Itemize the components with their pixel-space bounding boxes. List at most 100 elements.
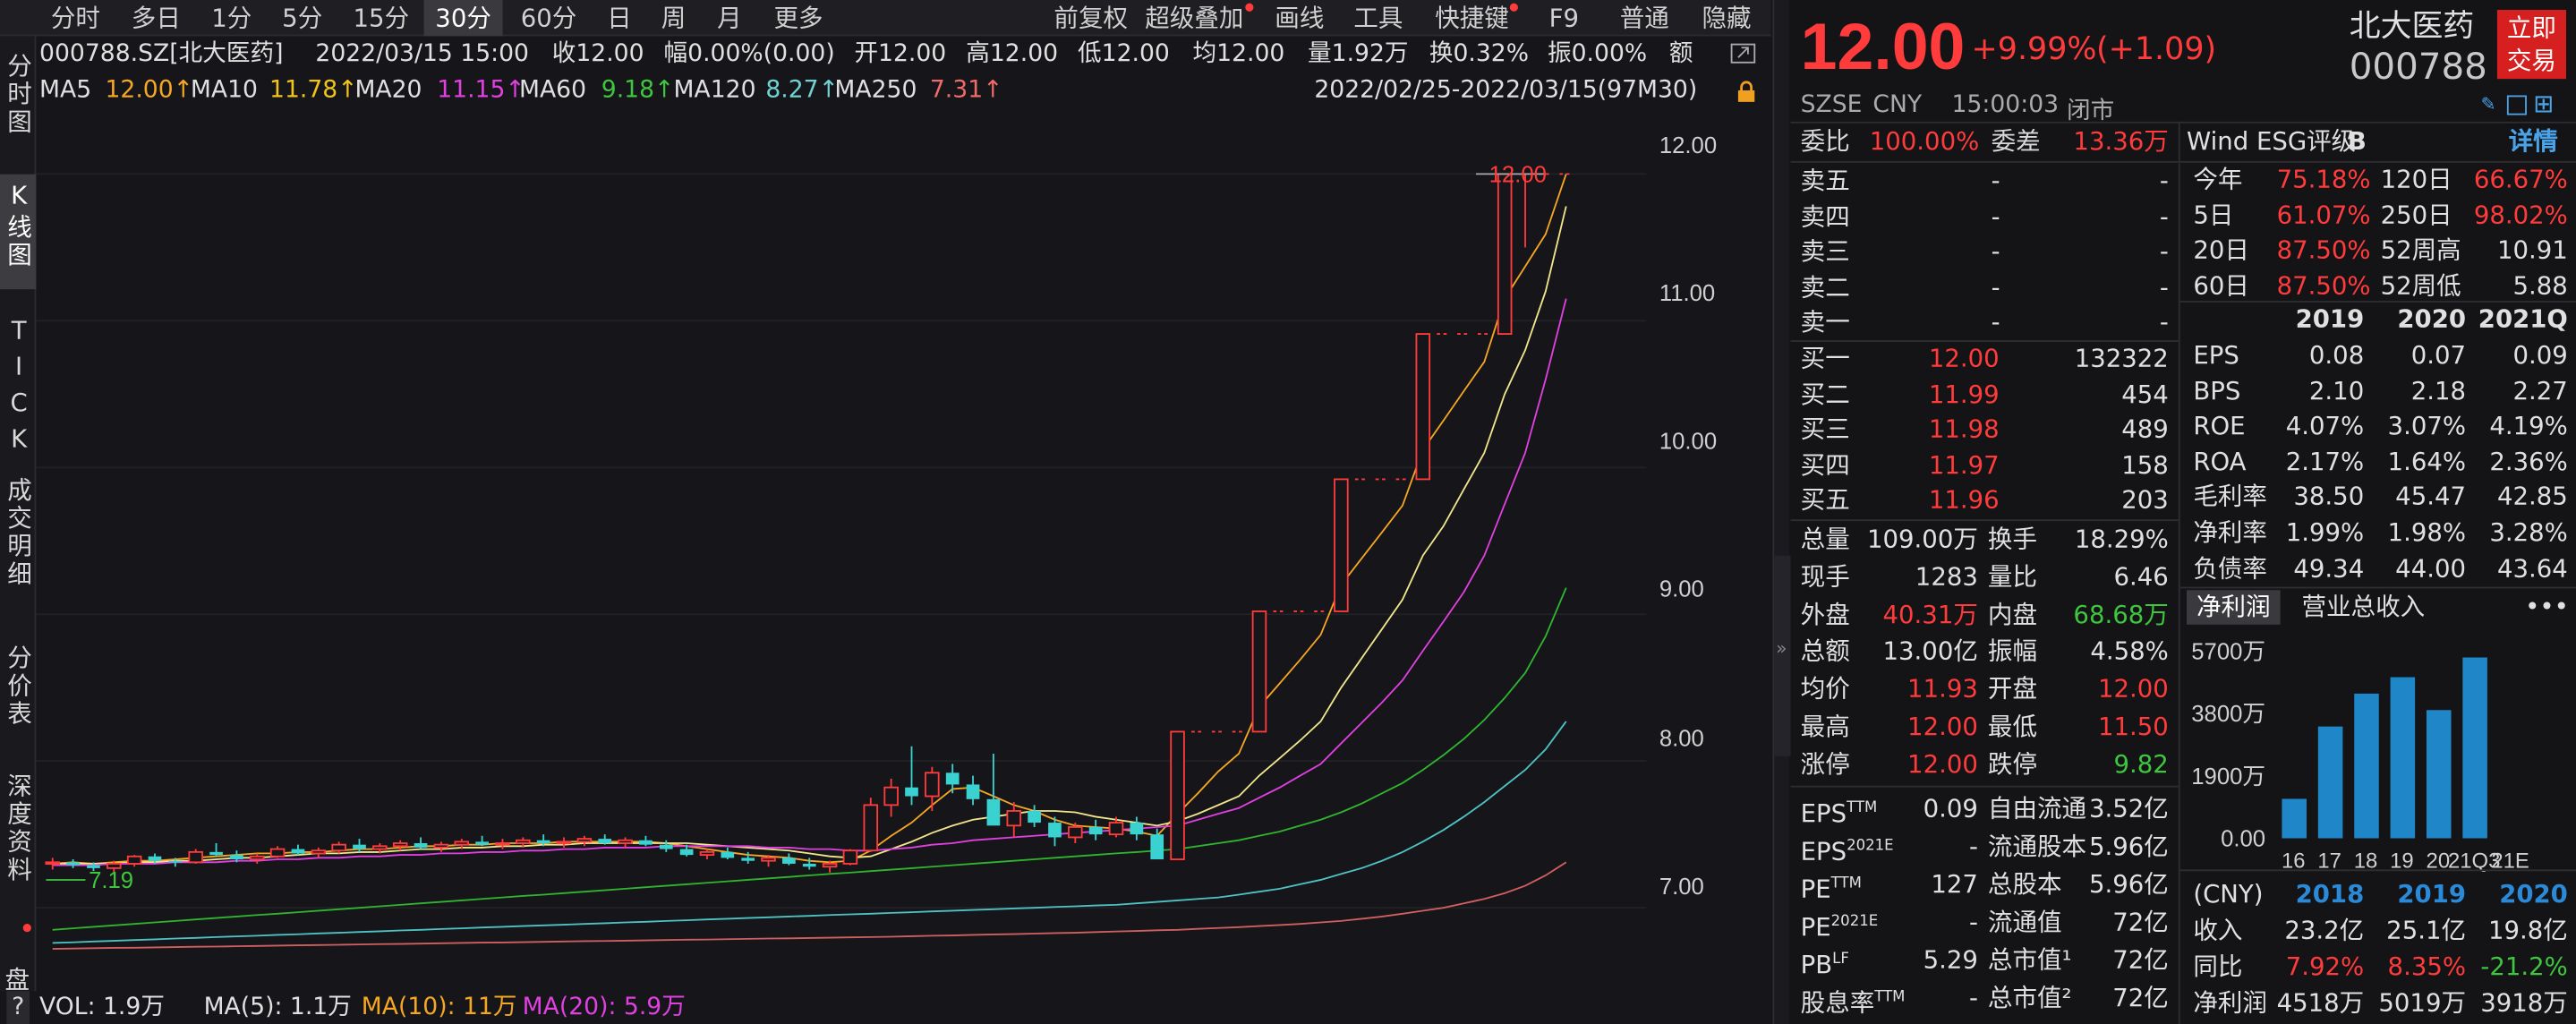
ask-price: -: [1991, 166, 2000, 196]
rev-row-value: 8.35%: [2387, 951, 2467, 982]
collapse-handle[interactable]: [1774, 555, 1791, 756]
shortcut-button[interactable]: 快捷键: [1435, 3, 1509, 33]
adjust-button[interactable]: 前复权: [1053, 3, 1129, 33]
tab-day[interactable]: 日: [607, 3, 632, 33]
expand-icon[interactable]: [1728, 41, 1761, 67]
tab-5min[interactable]: 5分: [282, 3, 323, 33]
bid-level-label: 买五: [1800, 484, 1850, 515]
fund-label: 自由流通: [1987, 793, 2087, 823]
vol-ma10: MA(10): 11万: [361, 994, 517, 1021]
notification-dot: [22, 923, 31, 933]
weibi-value: 100.00%: [1869, 126, 1980, 157]
perf-value: 87.50%: [2276, 270, 2371, 301]
bid-level-label: 买一: [1800, 343, 1850, 373]
bar-avg: 均12.00: [1192, 40, 1285, 68]
fin-row-value: 42.85: [2496, 482, 2568, 512]
ask-price: -: [1991, 307, 2000, 337]
bid-price: 11.99: [1928, 379, 2000, 409]
tab-60min[interactable]: 60分: [520, 3, 577, 33]
fin-row-label: BPS: [2193, 375, 2241, 405]
candle-body: [331, 843, 346, 852]
perf-label: 120日: [2380, 164, 2452, 194]
stat-value: 109.00万: [1867, 524, 1978, 554]
divider: [1790, 785, 2179, 788]
overlay-button[interactable]: 超级叠加: [1145, 3, 1244, 33]
bid-price: 11.96: [1928, 484, 2000, 515]
candle-body: [45, 861, 60, 866]
candle-body: [392, 842, 408, 848]
candle-body: [148, 856, 162, 861]
bid-volume: 203: [2121, 484, 2169, 515]
draw-button[interactable]: 画线: [1275, 3, 1325, 33]
candle-body: [188, 850, 203, 864]
f9-button[interactable]: F9: [1548, 3, 1580, 33]
perf-label: 52周低: [2380, 270, 2461, 301]
fin-row-value: 2.17%: [2285, 447, 2365, 477]
sidebar-item-deep-data[interactable]: 深度资料: [0, 769, 36, 907]
tab-month[interactable]: 月: [717, 3, 742, 33]
hide-button[interactable]: 隐藏: [1702, 3, 1752, 33]
tab-intraday[interactable]: 分时: [50, 3, 100, 33]
more-icon[interactable]: •••: [2525, 592, 2569, 622]
bar-volume: 量1.92万: [1308, 40, 1409, 68]
bar-x-tick: 21Q3: [2448, 849, 2500, 874]
ask-level-label: 卖三: [1800, 236, 1850, 267]
sidebar-item-replay[interactable]: 超级复盘: [0, 934, 37, 1024]
candle-body: [107, 863, 122, 869]
tab-revenue[interactable]: 营业总收入: [2301, 592, 2426, 622]
add-icon[interactable]: ⊞: [2533, 89, 2555, 119]
fin-row-value: 1.98%: [2387, 517, 2467, 548]
candle-body: [863, 804, 879, 852]
tab-30min[interactable]: 30分: [423, 0, 503, 37]
candle-body: [699, 850, 715, 857]
lock-icon[interactable]: [1735, 79, 1758, 102]
sidebar-item-trades[interactable]: 成交明细: [0, 474, 36, 611]
divider: [2179, 869, 2576, 872]
tab-15min[interactable]: 15分: [353, 3, 410, 33]
fund-label-main: EPS: [1800, 836, 1847, 866]
fin-row-value: 2.36%: [2489, 447, 2568, 477]
candle-body: [802, 863, 816, 867]
candle-body: [1130, 823, 1144, 835]
fund-value: -: [1968, 907, 1978, 937]
panel-divider[interactable]: »: [1772, 0, 1791, 1024]
chevron-right-icon[interactable]: »: [1776, 637, 1787, 660]
perf-value: 10.91: [2496, 235, 2568, 265]
perf-label: 52周高: [2380, 235, 2461, 265]
sidebar-item-price-table[interactable]: 分价表: [0, 641, 36, 747]
window-icon[interactable]: [2506, 95, 2527, 115]
stat-value: 18.29%: [2074, 524, 2169, 554]
esg-detail-link[interactable]: 详情: [2508, 126, 2558, 157]
stat-label: 最高: [1800, 712, 1850, 742]
bid-price: 11.98: [1928, 414, 2000, 444]
fin-row-value: 38.50: [2293, 482, 2365, 512]
bid-volume: 454: [2121, 379, 2169, 409]
sidebar-item-kline[interactable]: K线图: [0, 174, 37, 290]
tab-multi-day[interactable]: 多日: [131, 3, 181, 33]
kline-chart[interactable]: 12.00 7.19: [36, 108, 1770, 989]
fin-row-value: 43.64: [2496, 553, 2568, 584]
tab-net-profit[interactable]: 净利润: [2186, 590, 2281, 625]
sidebar-label: TICK: [4, 315, 34, 461]
sidebar-label: K线图: [4, 180, 34, 270]
candle-body: [454, 841, 470, 846]
tab-more[interactable]: 更多: [773, 3, 823, 33]
tab-1min[interactable]: 1分: [211, 3, 252, 33]
fin-header-year: 2021Q: [2478, 303, 2568, 334]
sidebar-item-tick[interactable]: TICK: [0, 312, 36, 461]
help-icon[interactable]: ?: [6, 991, 30, 1024]
edit-icon[interactable]: ✎: [2480, 93, 2496, 115]
vol-ma20: MA(20): 5.9万: [522, 994, 686, 1021]
stat-label: 换手: [1987, 524, 2037, 554]
fin-row-value: 3.07%: [2387, 411, 2467, 441]
tools-button[interactable]: 工具: [1353, 3, 1403, 33]
buy-now-button[interactable]: 立即交易: [2496, 10, 2566, 80]
bar-open: 开12.00: [854, 40, 947, 68]
tab-week[interactable]: 周: [661, 3, 687, 33]
sidebar-label: 成交明细: [4, 476, 34, 589]
normal-button[interactable]: 普通: [1619, 3, 1669, 33]
fin-row-value: 0.08: [2308, 340, 2365, 371]
profit-bar: [2317, 726, 2343, 839]
sidebar-item-intraday[interactable]: 分时图: [0, 49, 36, 151]
